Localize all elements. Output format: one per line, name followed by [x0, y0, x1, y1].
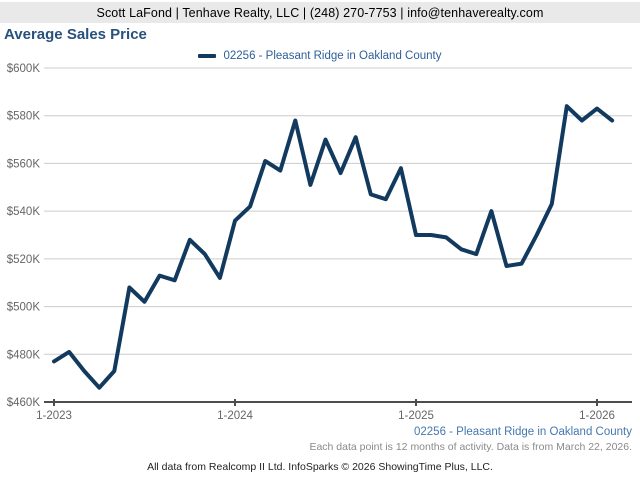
- page-title: Average Sales Price: [4, 26, 147, 43]
- y-axis-label: $460K: [7, 397, 41, 409]
- legend-line-swatch-icon: [198, 54, 217, 58]
- y-axis-label: $500K: [7, 302, 41, 314]
- footer-attribution: All data from Realcomp II Ltd. InfoSpark…: [147, 461, 493, 473]
- x-axis-label: 1-2025: [398, 410, 434, 422]
- x-axis-label: 1-2026: [579, 410, 615, 422]
- footer-data-note: Each data point is 12 months of activity…: [309, 441, 632, 453]
- x-axis-label: 1-2024: [217, 410, 253, 422]
- contact-info: Scott LaFond | Tenhave Realty, LLC | (24…: [96, 5, 544, 20]
- y-axis-label: $580K: [7, 111, 41, 123]
- x-axis-label: 1-2023: [36, 410, 72, 422]
- y-axis-label: $520K: [7, 254, 41, 266]
- y-axis-label: $560K: [7, 158, 41, 170]
- y-axis-label: $600K: [7, 63, 41, 75]
- footer-series-label: 02256 - Pleasant Ridge in Oakland County: [413, 426, 632, 438]
- legend-label: 02256 - Pleasant Ridge in Oakland County: [223, 50, 442, 62]
- chart-legend[interactable]: 02256 - Pleasant Ridge in Oakland County: [0, 49, 640, 63]
- average-sales-price-line[interactable]: [52, 104, 615, 390]
- y-axis-label: $540K: [7, 206, 41, 218]
- header-bar: Scott LaFond | Tenhave Realty, LLC | (24…: [0, 2, 640, 23]
- y-axis-label: $480K: [7, 349, 41, 361]
